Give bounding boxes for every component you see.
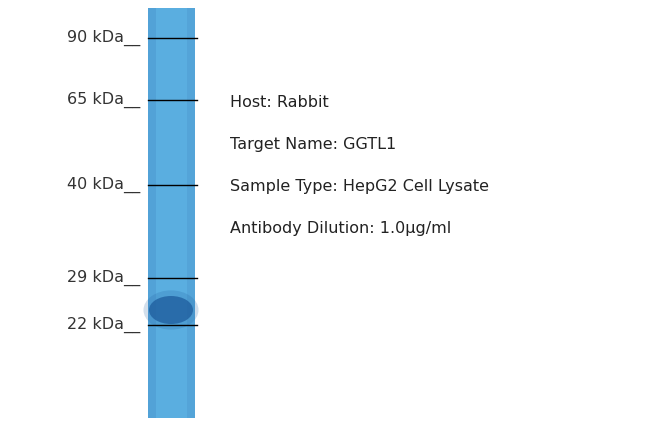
Text: 22 kDa__: 22 kDa__ <box>67 317 140 333</box>
Text: Target Name: GGTL1: Target Name: GGTL1 <box>230 137 396 152</box>
Bar <box>148 8 157 418</box>
Text: Antibody Dilution: 1.0μg/ml: Antibody Dilution: 1.0μg/ml <box>230 221 451 236</box>
Text: 90 kDa__: 90 kDa__ <box>67 30 140 46</box>
Ellipse shape <box>149 296 193 324</box>
Bar <box>187 8 195 418</box>
Text: Sample Type: HepG2 Cell Lysate: Sample Type: HepG2 Cell Lysate <box>230 179 489 194</box>
Bar <box>148 8 195 418</box>
Text: 29 kDa__: 29 kDa__ <box>67 270 140 286</box>
Text: 40 kDa__: 40 kDa__ <box>67 177 140 193</box>
Text: 65 kDa__: 65 kDa__ <box>67 92 140 108</box>
Ellipse shape <box>144 291 198 330</box>
Text: Host: Rabbit: Host: Rabbit <box>230 95 329 110</box>
